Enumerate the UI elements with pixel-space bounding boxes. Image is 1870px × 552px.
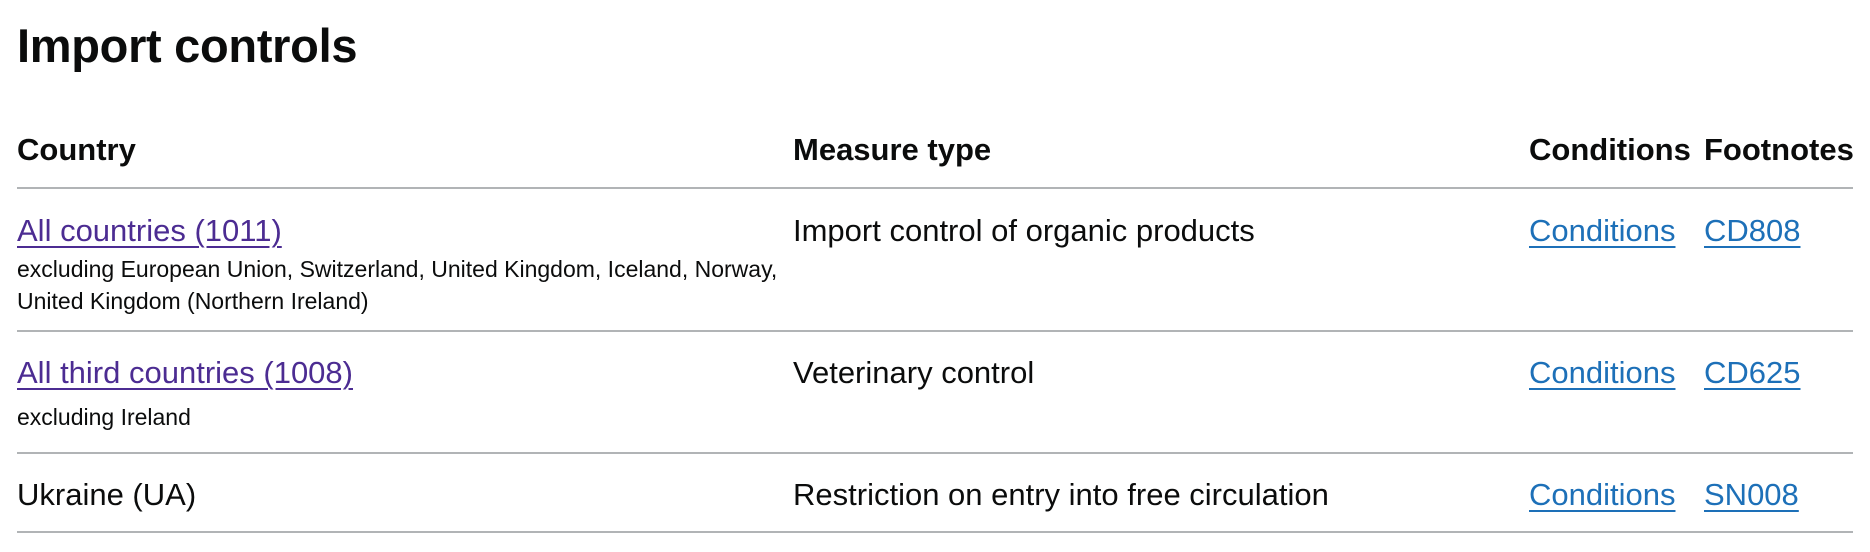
conditions-link[interactable]: Conditions bbox=[1529, 355, 1676, 390]
conditions-link[interactable]: Conditions bbox=[1529, 477, 1676, 512]
column-header-measure-type: Measure type bbox=[793, 130, 1529, 189]
import-controls-section: Import controls Country Measure type Con… bbox=[17, 19, 1854, 533]
footnote-cell: CD625 bbox=[1704, 331, 1853, 454]
column-header-footnotes: Footnotes bbox=[1704, 130, 1854, 189]
footnote-link[interactable]: CD808 bbox=[1704, 213, 1801, 248]
measure-type-cell: Restriction on entry into free circulati… bbox=[793, 453, 1529, 533]
table-row: All countries (1011) excluding European … bbox=[17, 188, 1853, 332]
import-controls-table: Country Measure type Conditions Footnote… bbox=[17, 130, 1854, 533]
country-cell: All countries (1011) excluding European … bbox=[17, 188, 793, 332]
country-cell: Ukraine (UA) bbox=[17, 453, 793, 533]
measure-type-cell: Veterinary control bbox=[793, 331, 1529, 454]
table-row: All third countries (1008) excluding Ire… bbox=[17, 331, 1853, 454]
column-header-conditions: Conditions bbox=[1529, 130, 1704, 189]
table-header-row: Country Measure type Conditions Footnote… bbox=[17, 130, 1854, 189]
conditions-cell: Conditions bbox=[1529, 453, 1704, 533]
conditions-cell: Conditions bbox=[1529, 188, 1704, 332]
country-exclusion-text: excluding Ireland bbox=[17, 404, 191, 430]
footnote-link[interactable]: SN008 bbox=[1704, 477, 1799, 512]
page-title: Import controls bbox=[17, 19, 358, 72]
table-row: Ukraine (UA) Restriction on entry into f… bbox=[17, 453, 1853, 533]
conditions-cell: Conditions bbox=[1529, 331, 1704, 454]
country-link[interactable]: All countries (1011) bbox=[17, 213, 282, 248]
country-exclusion-text: excluding European Union, Switzerland, U… bbox=[17, 256, 778, 314]
footnote-cell: SN008 bbox=[1704, 453, 1853, 533]
footnote-cell: CD808 bbox=[1704, 188, 1853, 332]
measure-type-cell: Import control of organic products bbox=[793, 188, 1529, 332]
footnote-link[interactable]: CD625 bbox=[1704, 355, 1801, 390]
country-cell: All third countries (1008) excluding Ire… bbox=[17, 331, 793, 454]
conditions-link[interactable]: Conditions bbox=[1529, 213, 1676, 248]
country-link[interactable]: All third countries (1008) bbox=[17, 355, 353, 390]
column-header-country: Country bbox=[17, 130, 793, 189]
